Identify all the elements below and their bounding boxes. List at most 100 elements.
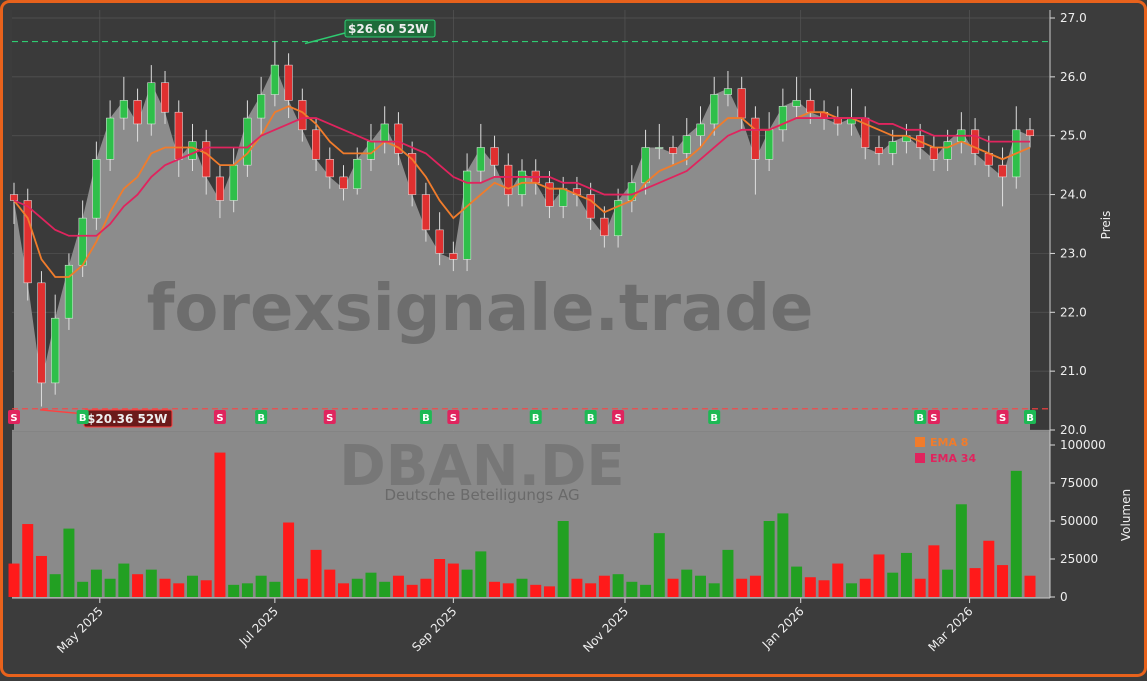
volume-bar	[942, 569, 954, 597]
volume-bar	[173, 583, 185, 597]
watermark: forexsignale.trade	[147, 272, 814, 346]
volume-bar	[585, 583, 597, 597]
volume-bar	[708, 583, 720, 597]
signal-marker	[529, 410, 542, 424]
candle-body	[408, 153, 417, 195]
volume-bar	[8, 563, 20, 597]
candle-body	[463, 170, 472, 260]
company-watermark: Deutsche Beteiligungs AG	[384, 486, 579, 504]
candle-body	[559, 188, 568, 207]
volume-bar	[997, 565, 1009, 597]
candle-body	[737, 88, 746, 119]
volume-bar	[90, 569, 102, 597]
annotation: $20.36 52W	[87, 412, 167, 426]
signal-label: S	[999, 413, 1006, 424]
volume-bar	[763, 521, 775, 597]
volume-bar	[118, 563, 130, 597]
y2-tick-label: 0	[1060, 590, 1068, 604]
volume-bar	[653, 533, 665, 597]
volume-bar	[104, 578, 116, 597]
candle-body	[778, 106, 787, 131]
signal-label: B	[79, 413, 87, 424]
volume-bar	[200, 580, 212, 597]
candle-body	[641, 147, 650, 184]
volume-bar	[255, 575, 267, 597]
y-axis-label: Preis	[1099, 211, 1113, 240]
volume-bar	[543, 586, 555, 597]
volume-bar	[681, 569, 693, 597]
volume-bar	[928, 545, 940, 597]
volume-bar	[736, 578, 748, 597]
volume-bar	[983, 540, 995, 597]
candle-body	[394, 123, 403, 154]
candle-body	[270, 64, 279, 95]
candle-body	[655, 147, 664, 149]
candle-body	[106, 117, 115, 160]
volume-bar	[530, 584, 542, 597]
candle-body	[435, 229, 444, 254]
signal-label: B	[257, 413, 265, 424]
candle-body	[202, 141, 211, 178]
candle-body	[325, 159, 334, 178]
candle-body	[421, 194, 430, 231]
volume-bar	[777, 513, 789, 597]
volume-bar	[489, 581, 501, 597]
volume-bar	[434, 559, 446, 597]
y-tick-label: 26.0	[1060, 70, 1087, 84]
volume-bar	[338, 583, 350, 597]
volume-bar	[475, 551, 487, 597]
volume-bar	[269, 581, 281, 597]
signal-label: S	[930, 413, 937, 424]
volume-bar	[887, 572, 899, 597]
candle-body	[339, 176, 348, 189]
volume-bar	[516, 578, 528, 597]
candle-body	[229, 164, 238, 201]
volume-bar	[846, 583, 858, 597]
candle-body	[215, 176, 224, 201]
candle-body	[888, 141, 897, 154]
volume-bar	[502, 583, 514, 597]
candle-body	[312, 129, 321, 160]
candle-body	[92, 159, 101, 219]
volume-bar	[818, 580, 830, 597]
signal-label: S	[326, 413, 333, 424]
volume-bar	[406, 584, 418, 597]
volume-bar	[392, 575, 404, 597]
volume-bar	[1024, 575, 1036, 597]
volume-bar	[159, 578, 171, 597]
volume-bar	[379, 581, 391, 597]
candle-body	[147, 82, 156, 125]
volume-bar	[35, 555, 47, 597]
volume-bar	[900, 552, 912, 597]
candle-body	[257, 94, 266, 119]
volume-bar	[447, 563, 459, 597]
signal-label: B	[1026, 413, 1034, 424]
y2-tick-label: 25000	[1060, 552, 1098, 566]
signal-marker	[996, 410, 1009, 424]
candle-body	[682, 135, 691, 154]
candle-body	[243, 117, 252, 166]
candle-body	[504, 164, 513, 195]
y-tick-label: 23.0	[1060, 246, 1087, 260]
volume-bar	[969, 568, 981, 597]
candle-body	[929, 147, 938, 160]
candle-body	[751, 117, 760, 160]
annotation-arrow	[304, 32, 346, 45]
candle-body	[765, 129, 774, 160]
legend-label: EMA 34	[930, 452, 976, 465]
signal-label: S	[450, 413, 457, 424]
candle-body	[490, 147, 499, 166]
signal-marker	[213, 410, 226, 424]
signal-marker	[914, 410, 927, 424]
candle-body	[353, 159, 362, 189]
candle-body	[806, 100, 815, 113]
y-tick-label: 21.0	[1060, 364, 1087, 378]
signal-marker	[323, 410, 336, 424]
volume-bar	[667, 578, 679, 597]
y2-tick-label: 75000	[1060, 476, 1098, 490]
legend-swatch	[915, 437, 925, 447]
candle-body	[188, 141, 197, 160]
candle-body	[545, 182, 554, 207]
signal-marker	[76, 410, 89, 424]
